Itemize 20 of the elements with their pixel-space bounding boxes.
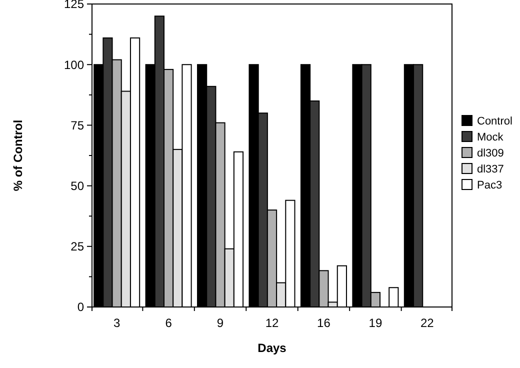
x-tick-label: 22 [420, 316, 434, 330]
x-tick-label: 16 [317, 316, 331, 330]
y-tick-label: 100 [64, 58, 84, 72]
x-tick-label: 19 [368, 316, 382, 330]
legend-label: dl337 [477, 163, 504, 176]
legend-label: Mock [477, 131, 504, 144]
x-axis-title: Days [258, 341, 287, 355]
legend-label: Control [477, 115, 512, 128]
y-axis-title: % of Control [11, 120, 25, 192]
x-tick-label: 9 [216, 316, 224, 330]
y-tick-label: 75 [70, 118, 84, 132]
y-tick-label: 25 [70, 240, 84, 254]
legend-label: Pac3 [477, 179, 502, 192]
y-tick-label: 0 [77, 300, 84, 314]
y-tick-label: 50 [70, 179, 84, 193]
y-tick-label: 125 [64, 0, 84, 12]
legend-label: dl309 [477, 147, 504, 160]
x-tick-label: 12 [265, 316, 279, 330]
x-tick-label: 3 [113, 316, 120, 330]
x-tick-label: 6 [165, 316, 172, 330]
